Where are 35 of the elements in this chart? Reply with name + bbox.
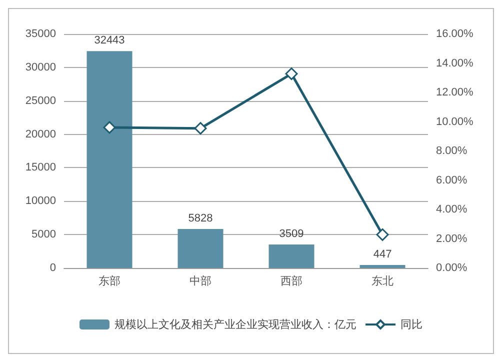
y-tick-label: 30000	[25, 61, 56, 74]
y-tick-label: 15000	[25, 162, 56, 174]
y2-tick-label: 8.00%	[436, 145, 468, 157]
y2-tick-label: 16.00%	[436, 28, 474, 40]
y-tick-label: 0	[50, 262, 56, 274]
bar	[360, 265, 406, 268]
y-tick-label: 25000	[25, 94, 56, 107]
y2-tick-label: 14.00%	[436, 57, 474, 70]
legend-label: 同比	[400, 318, 422, 331]
y2-tick-label: 2.00%	[436, 232, 468, 245]
bar	[268, 244, 314, 268]
data-label: 3509	[279, 228, 304, 240]
y-tick-label: 20000	[25, 128, 56, 140]
point	[285, 68, 298, 80]
data-label: 447	[373, 248, 392, 261]
x-tick-label: 中部	[190, 274, 212, 288]
y-tick-label: 10000	[25, 195, 56, 208]
x-tick-label: 西部	[280, 274, 302, 288]
point	[103, 121, 116, 134]
y2-tick-label: 12.00%	[436, 86, 474, 98]
y-tick-label: 5000	[32, 228, 56, 241]
point	[194, 122, 207, 135]
y2-tick-label: 6.00%	[436, 174, 468, 186]
y-tick-label: 35000	[25, 28, 56, 40]
y2-tick-label: 0.00%	[436, 262, 468, 274]
x-tick-label: 东北	[372, 274, 394, 288]
y2-tick-label: 10.00%	[436, 116, 474, 128]
bar	[86, 51, 132, 268]
data-label: 5828	[188, 212, 213, 225]
bar	[178, 229, 224, 268]
legend-label: 规模以上文化及相关产业企业实现营业收入：亿元	[114, 318, 356, 331]
y2-tick-label: 4.00%	[436, 204, 468, 216]
point	[376, 228, 389, 241]
x-tick-label: 东部	[98, 274, 120, 288]
data-label: 32443	[94, 34, 125, 47]
